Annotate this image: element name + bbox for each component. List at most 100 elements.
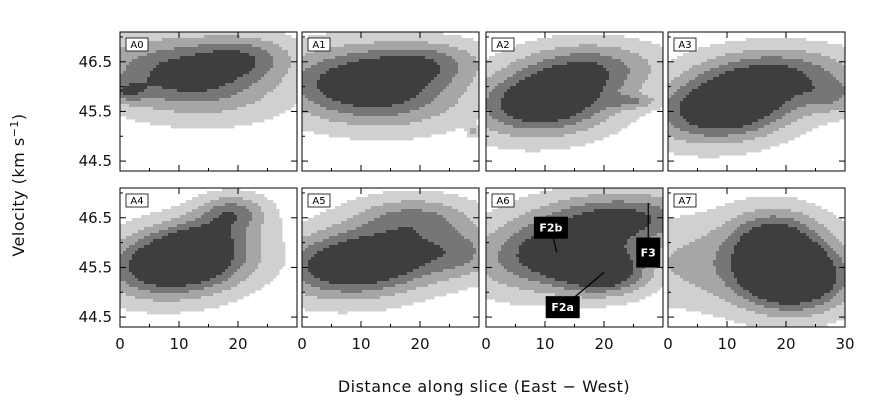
contour-cell: [189, 44, 193, 48]
contour-cell: [368, 32, 372, 36]
contour-cell: [395, 122, 399, 126]
contour-cell: [624, 47, 628, 51]
contour-cell: [332, 110, 336, 114]
contour-cell: [401, 59, 405, 63]
contour-cell: [168, 59, 172, 63]
contour-cell: [192, 98, 196, 102]
contour-cell: [627, 65, 631, 69]
contour-cell: [467, 113, 471, 117]
contour-cell: [141, 92, 145, 96]
contour-cell: [264, 35, 268, 39]
contour-cell: [317, 59, 321, 63]
contour-cell: [350, 137, 354, 141]
contour-cell: [365, 41, 369, 45]
contour-cell: [401, 131, 405, 135]
contour-cell: [413, 125, 417, 129]
contour-cell: [216, 107, 220, 111]
contour-cell: [419, 80, 423, 84]
contour-cell: [162, 98, 166, 102]
contour-cell: [156, 98, 160, 102]
contour-cell: [338, 38, 342, 42]
contour-cell: [507, 80, 511, 84]
contour-cell: [413, 71, 417, 75]
contour-cell: [564, 89, 568, 93]
contour-cell: [135, 71, 139, 75]
contour-cell: [156, 56, 160, 60]
contour-cell: [120, 44, 124, 48]
contour-cell: [210, 47, 214, 51]
contour-cell: [168, 86, 172, 90]
contour-cell: [219, 98, 223, 102]
contour-cell: [165, 68, 169, 72]
contour-cell: [237, 38, 241, 42]
contour-cell: [305, 98, 309, 102]
contour-cell: [332, 98, 336, 102]
contour-cell: [519, 92, 523, 96]
contour-cell: [543, 62, 547, 66]
contour-cell: [314, 116, 318, 120]
contour-cell: [543, 47, 547, 51]
contour-cell: [362, 131, 366, 135]
contour-cell: [573, 44, 577, 48]
contour-cell: [165, 77, 169, 81]
contour-cell: [645, 71, 649, 75]
contour-cell: [255, 86, 259, 90]
contour-cell: [386, 92, 390, 96]
contour-cell: [570, 86, 574, 90]
contour-cell: [434, 110, 438, 114]
contour-cell: [380, 113, 384, 117]
contour-cell: [150, 65, 154, 69]
contour-cell: [443, 116, 447, 120]
contour-cell: [543, 80, 547, 84]
contour-cell: [552, 68, 556, 72]
contour-cell: [386, 110, 390, 114]
contour-cell: [317, 119, 321, 123]
contour-cell: [582, 38, 586, 42]
contour-cell: [258, 95, 262, 99]
contour-cell: [210, 95, 214, 99]
contour-cell: [168, 119, 172, 123]
contour-cell: [288, 62, 292, 66]
contour-cell: [338, 53, 342, 57]
contour-cell: [341, 71, 345, 75]
contour-cell: [392, 116, 396, 120]
contour-cell: [404, 41, 408, 45]
contour-cell: [404, 71, 408, 75]
contour-cell: [225, 83, 229, 87]
contour-cell: [504, 65, 508, 69]
contour-cell: [171, 38, 175, 42]
contour-cell: [237, 89, 241, 93]
contour-cell: [495, 59, 499, 63]
contour-cell: [291, 80, 295, 84]
contour-cell: [195, 122, 199, 126]
contour-cell: [356, 128, 360, 132]
contour-cell: [222, 125, 226, 129]
contour-cell: [467, 116, 471, 120]
contour-cell: [443, 68, 447, 72]
contour-cell: [642, 50, 646, 54]
contour-cell: [204, 119, 208, 123]
contour-cell: [425, 38, 429, 42]
contour-cell: [398, 41, 402, 45]
contour-cell: [279, 59, 283, 63]
contour-cell: [255, 50, 259, 54]
contour-cell: [609, 71, 613, 75]
contour-cell: [443, 65, 447, 69]
contour-cell: [192, 104, 196, 108]
contour-cell: [501, 83, 505, 87]
contour-cell: [356, 50, 360, 54]
contour-cell: [252, 92, 256, 96]
contour-cell: [624, 50, 628, 54]
contour-cell: [168, 62, 172, 66]
contour-cell: [222, 47, 226, 51]
contour-cell: [504, 59, 508, 63]
contour-cell: [606, 92, 610, 96]
contour-cell: [255, 116, 259, 120]
contour-cell: [147, 68, 151, 72]
contour-cell: [341, 50, 345, 54]
contour-cell: [258, 41, 262, 45]
contour-cell: [588, 53, 592, 57]
contour-cell: [264, 68, 268, 72]
contour-cell: [168, 71, 172, 75]
contour-cell: [132, 62, 136, 66]
